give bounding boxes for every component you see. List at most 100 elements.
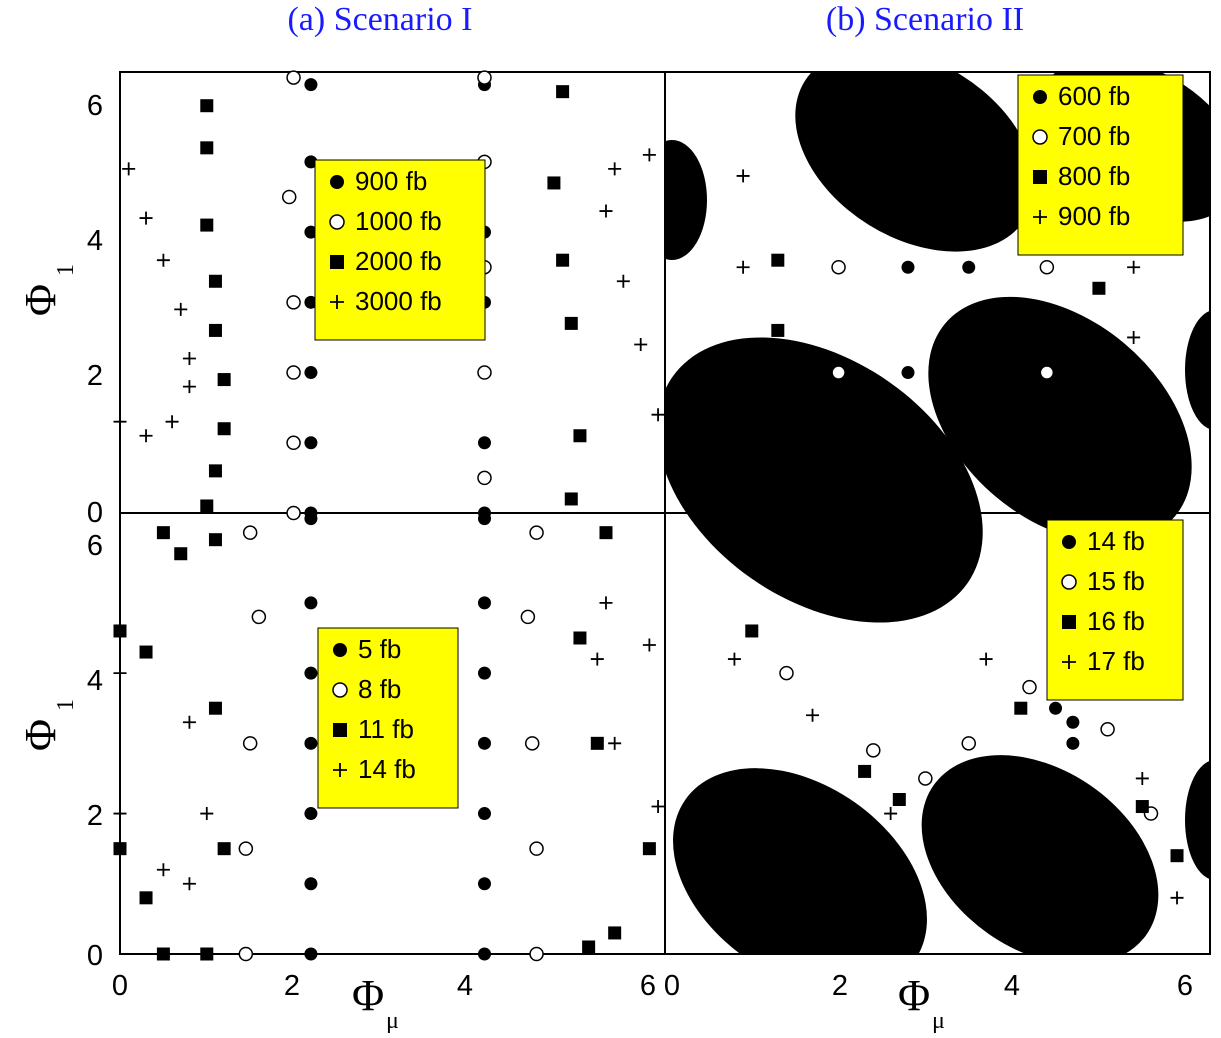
data-point — [242, 525, 258, 540]
data-point — [771, 323, 785, 337]
legend-marker — [333, 763, 347, 777]
data-point — [616, 274, 630, 288]
y-tick: 0 — [87, 940, 103, 972]
data-point — [304, 596, 318, 610]
data-point — [918, 771, 933, 786]
data-point — [286, 435, 301, 451]
data-point — [113, 624, 127, 638]
data-point — [122, 162, 136, 176]
data-point — [1127, 330, 1141, 344]
legend-marker — [1062, 615, 1076, 629]
data-point — [651, 800, 665, 814]
excluded-regions — [665, 72, 1210, 954]
data-point — [304, 436, 318, 450]
data-point — [304, 155, 318, 169]
legend-label: 8 fb — [358, 674, 401, 704]
y-axis-label-top: Φ 1 — [16, 264, 79, 316]
data-point — [477, 877, 491, 891]
data-point — [182, 715, 196, 729]
data-markers — [113, 70, 1184, 962]
data-point — [520, 609, 536, 625]
data-point — [962, 260, 976, 274]
data-point — [1135, 771, 1149, 785]
data-point — [113, 807, 127, 821]
y-axis-symbol: Φ — [16, 719, 65, 751]
data-point — [556, 253, 570, 267]
y-tick: 6 — [87, 90, 103, 122]
data-point — [139, 429, 153, 443]
data-point — [547, 176, 561, 190]
data-point — [599, 596, 613, 610]
legend-label: 14 fb — [358, 754, 416, 784]
excluded-region — [795, 72, 1035, 252]
data-point — [113, 415, 127, 429]
data-point — [831, 365, 846, 380]
data-point — [961, 736, 976, 751]
x-axis-subscript: μ — [932, 1008, 945, 1034]
data-point — [200, 807, 214, 821]
legend-marker — [333, 643, 347, 657]
panel-a-title: (a) Scenario I — [287, 1, 472, 38]
data-point — [156, 947, 170, 961]
legend-label: 11 fb — [358, 714, 414, 744]
data-point — [736, 401, 750, 415]
legend-marker — [1062, 655, 1076, 669]
data-point — [238, 946, 254, 962]
data-point — [304, 512, 318, 526]
data-point — [182, 352, 196, 366]
data-point — [238, 841, 254, 856]
legend: 14 fb 15 fb 16 fb 17 fb — [1046, 519, 1184, 701]
data-point — [1066, 736, 1080, 750]
legend-label: 17 fb — [1087, 646, 1145, 676]
data-point — [477, 70, 492, 85]
data-point — [200, 218, 214, 232]
data-point — [599, 204, 613, 218]
legend-label: 3000 fb — [355, 286, 442, 316]
data-point — [281, 189, 297, 205]
data-point — [200, 99, 214, 113]
y-ticks-top: 6 4 2 0 — [87, 90, 103, 529]
data-point — [304, 877, 318, 891]
y-tick: 2 — [87, 360, 103, 392]
legend-label: 5 fb — [358, 634, 401, 664]
legend-marker — [330, 295, 344, 309]
x-axis-label-a: Φ μ — [352, 971, 399, 1034]
data-point — [556, 85, 570, 99]
legend-marker — [1033, 90, 1047, 104]
data-point — [477, 436, 491, 450]
legend-label: 2000 fb — [355, 246, 442, 276]
data-point — [1100, 722, 1115, 737]
data-point — [477, 470, 492, 486]
excluded-region — [673, 768, 927, 954]
data-point — [286, 295, 301, 310]
data-point — [771, 253, 785, 267]
data-point — [736, 169, 750, 183]
excluded-region — [1185, 760, 1210, 880]
data-point — [901, 366, 915, 380]
data-point — [779, 665, 794, 681]
legend-marker — [1033, 210, 1047, 224]
data-point — [634, 337, 648, 351]
data-point — [174, 547, 188, 561]
data-point — [608, 736, 622, 750]
data-point — [139, 891, 153, 905]
data-point — [477, 666, 491, 680]
x-axis-symbol: Φ — [352, 971, 384, 1020]
data-point — [304, 78, 318, 92]
data-point — [217, 842, 231, 856]
x-tick: 2 — [284, 970, 300, 1002]
legend-marker — [1033, 170, 1047, 184]
data-point — [745, 624, 759, 638]
x-axis-label-b: Φ μ — [898, 971, 945, 1034]
data-point — [529, 841, 544, 856]
data-point — [1075, 793, 1089, 807]
legend-marker — [1061, 574, 1077, 590]
data-point — [208, 533, 222, 547]
data-point — [156, 863, 170, 877]
legend-label: 15 fb — [1087, 566, 1145, 596]
legend: 900 fb 1000 fb 2000 fb 3000 fb — [314, 159, 486, 341]
data-point — [1014, 701, 1028, 715]
x-tick: 0 — [112, 970, 128, 1002]
data-point — [286, 70, 301, 85]
